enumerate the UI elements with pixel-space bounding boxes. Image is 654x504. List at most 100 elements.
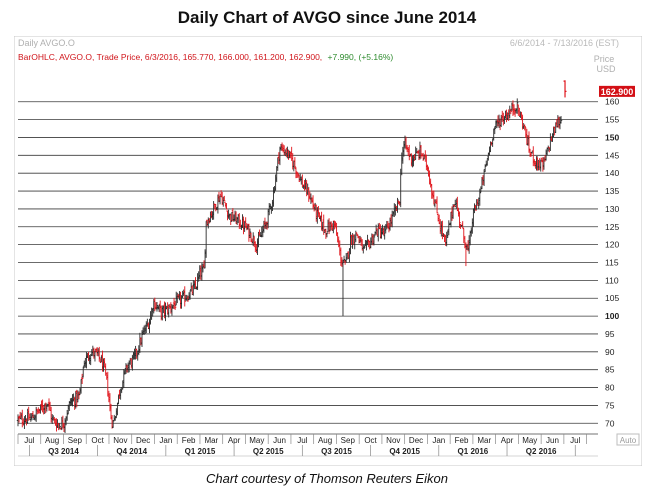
- ytick-label-85: 85: [605, 365, 615, 375]
- ohlc-bar-324: [363, 245, 366, 249]
- ytick-label-150: 150: [605, 132, 619, 142]
- ytick-label-80: 80: [605, 383, 615, 393]
- ytick-label-145: 145: [605, 150, 619, 160]
- ohlc-bar-455: [503, 115, 506, 124]
- x-month-label-14: Sep: [341, 436, 356, 445]
- x-axis: Jul Aug Sep Oct Nov Dec Jan Feb Mar Apr May Jun Jul A…: [17, 433, 598, 457]
- x-month-label-18: Jan: [432, 436, 445, 445]
- ohlc-bar-259: [293, 157, 297, 169]
- x-quarter-label-6: Q1 2016: [458, 447, 489, 456]
- x-month-label-17: Dec: [409, 436, 423, 445]
- chart-caption: Chart courtesy of Thomson Reuters Eikon: [205, 471, 449, 486]
- x-month-label-2: Sep: [68, 436, 83, 445]
- ohlc-bar-467: [516, 98, 519, 114]
- x-quarter-label-7: Q2 2016: [526, 447, 557, 456]
- ohlc-bar-76: [98, 346, 101, 362]
- x-quarter-label-3: Q2 2015: [253, 447, 284, 456]
- ohlc-bar-428: [474, 204, 477, 211]
- x-quarter-label-2: Q1 2015: [185, 447, 216, 456]
- ohlc-bar-195: [225, 202, 228, 210]
- ytick-label-75: 75: [605, 400, 615, 410]
- x-quarter-label-4: Q3 2015: [321, 447, 352, 456]
- ohlc-bar-508: [559, 116, 563, 124]
- last-price-tag: [599, 85, 635, 97]
- ohlc-bar-281: [317, 206, 320, 218]
- ohlc-bar-220: [251, 232, 255, 246]
- chart-frame: Daily AVGO.O 6/6/2014 - 7/13/2016 (EST) …: [13, 35, 643, 467]
- ohlc-bar-392: [435, 196, 439, 214]
- ytick-label-115: 115: [605, 258, 619, 268]
- x-month-label-3: Oct: [91, 436, 104, 445]
- x-month-label-4: Nov: [113, 436, 127, 445]
- ytick-label-110: 110: [605, 275, 619, 285]
- ohlc-bar-130: [155, 301, 159, 312]
- ohlc-bar-383: [426, 164, 429, 172]
- ohlc-bar-304: [341, 259, 345, 317]
- ytick-label-135: 135: [605, 186, 619, 196]
- ohlc-bar-333: [372, 234, 376, 246]
- x-month-label-15: Oct: [364, 436, 377, 445]
- ohlc-bar-432: [478, 188, 482, 206]
- y-axis-unit: USD: [596, 64, 616, 74]
- x-month-label-0: Jul: [24, 436, 34, 445]
- legend-label: BarOHLC, AVGO.O, Trade Price, 6/3/2016, …: [18, 52, 322, 62]
- y-axis-label: Price: [594, 54, 615, 64]
- ohlc-bar-461: [509, 108, 513, 115]
- x-quarter-label-0: Q3 2014: [48, 447, 79, 456]
- ytick-label-155: 155: [605, 115, 619, 125]
- x-month-label-24: Jul: [570, 436, 580, 445]
- ohlc-bar-485: [535, 156, 538, 171]
- ytick-label-140: 140: [605, 168, 619, 178]
- panel-title: Daily AVGO.O: [18, 38, 75, 48]
- ohlc-bar-57: [77, 391, 81, 400]
- legend-ohlc: BarOHLC, AVGO.O, Trade Price, 6/3/2016, …: [18, 52, 393, 62]
- page-title: Daily Chart of AVGO since June 2014: [177, 8, 477, 27]
- x-quarter-label-1: Q4 2014: [116, 447, 147, 456]
- y-tick-labels: 70 75 80 85 90 95 100 105 110 115 120 125 130 135 140 1…: [605, 97, 619, 429]
- x-month-label-16: Nov: [386, 436, 400, 445]
- ohlc-bar-153: [180, 295, 183, 309]
- last-price-marker: 162.900: [563, 80, 635, 98]
- ohlc-bar-416: [461, 221, 464, 229]
- auto-label: Auto: [620, 436, 637, 445]
- date-range: 6/6/2014 - 7/13/2016 (EST): [510, 38, 619, 48]
- ohlc-bar-252: [286, 146, 289, 159]
- ytick-label-105: 105: [605, 293, 619, 303]
- ohlc-bar-413: [458, 211, 461, 228]
- x-month-label-11: Jun: [273, 436, 286, 445]
- x-month-label-12: Jul: [297, 436, 307, 445]
- x-month-label-21: Apr: [501, 436, 514, 445]
- ytick-label-130: 130: [605, 204, 619, 214]
- legend-change: +7.990, (+5.16%): [328, 52, 394, 62]
- ytick-label-95: 95: [605, 329, 615, 339]
- ohlc-bars: [16, 98, 563, 434]
- ohlc-bar-10: [27, 406, 30, 421]
- x-month-label-7: Feb: [182, 436, 196, 445]
- ohlc-bar-156: [183, 286, 186, 307]
- last-price-label: 162.900: [601, 87, 634, 97]
- ytick-label-90: 90: [605, 347, 615, 357]
- x-month-label-20: Mar: [477, 436, 491, 445]
- ytick-label-100: 100: [605, 311, 619, 321]
- x-month-label-22: May: [522, 436, 537, 445]
- x-month-label-10: May: [249, 436, 264, 445]
- x-quarter-label-5: Q4 2015: [389, 447, 420, 456]
- ohlc-bar-446: [493, 126, 496, 135]
- ytick-label-70: 70: [605, 418, 615, 428]
- ohlc-bar-46: [65, 409, 69, 421]
- ohlc-bar-61: [82, 366, 85, 378]
- chart-border: [13, 35, 643, 467]
- ohlc-bar-289: [325, 232, 329, 238]
- ohlc-bar-412: [457, 207, 460, 217]
- auto-button[interactable]: [616, 433, 640, 446]
- ohlc-bar-355: [396, 197, 399, 213]
- x-month-label-19: Feb: [455, 436, 469, 445]
- ytick-label-125: 125: [605, 222, 619, 232]
- ytick-label-120: 120: [605, 240, 619, 250]
- x-month-label-9: Apr: [228, 436, 241, 445]
- ohlc-bar-263: [297, 174, 301, 183]
- x-month-label-23: Jun: [546, 436, 559, 445]
- x-month-label-8: Mar: [204, 436, 218, 445]
- ytick-label-160: 160: [605, 97, 619, 107]
- x-month-label-6: Jan: [159, 436, 172, 445]
